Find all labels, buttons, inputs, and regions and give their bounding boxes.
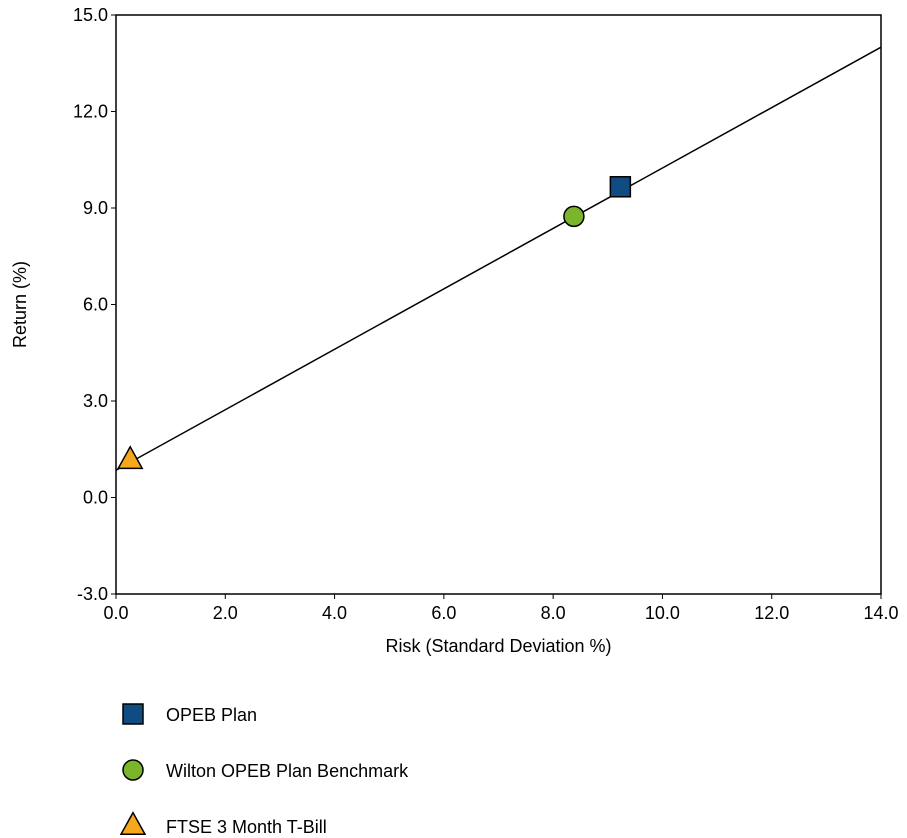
x-tick-label: 12.0	[754, 603, 789, 623]
x-tick-label: 0.0	[103, 603, 128, 623]
y-tick-labels: -3.0 0.0 3.0 6.0 9.0 12.0 15.0	[73, 5, 108, 604]
capital-market-line	[115, 46, 882, 471]
y-tick-label: 12.0	[73, 102, 108, 122]
y-tick-label: 9.0	[83, 198, 108, 218]
y-axis-title: Return (%)	[10, 261, 30, 348]
data-point-circle	[563, 205, 585, 228]
x-tick-label: 6.0	[431, 603, 456, 623]
x-tick-label: 14.0	[863, 603, 898, 623]
y-tick-label: -3.0	[77, 584, 108, 604]
data-point-triangle	[116, 445, 144, 470]
legend-marker-square	[122, 703, 144, 725]
y-tick-label: 6.0	[83, 295, 108, 315]
data-point-square	[609, 176, 632, 198]
tick-marks	[111, 14, 882, 599]
legend-label: FTSE 3 Month T-Bill	[166, 817, 327, 837]
y-tick-label: 0.0	[83, 488, 108, 508]
x-tick-labels: 0.0 2.0 4.0 6.0 8.0 10.0 12.0 14.0	[103, 603, 898, 623]
y-tick-label: 15.0	[73, 5, 108, 25]
legend-marker-circle	[122, 759, 144, 781]
x-tick-label: 2.0	[213, 603, 238, 623]
plot-layer	[115, 46, 882, 471]
x-axis-title: Risk (Standard Deviation %)	[385, 636, 611, 656]
legend-label: OPEB Plan	[166, 705, 257, 725]
y-tick-label: 3.0	[83, 391, 108, 411]
legend-label: Wilton OPEB Plan Benchmark	[166, 761, 409, 781]
x-tick-label: 8.0	[541, 603, 566, 623]
x-tick-label: 4.0	[322, 603, 347, 623]
x-tick-label: 10.0	[645, 603, 680, 623]
legend: OPEB Plan Wilton OPEB Plan Benchmark FTSE …	[119, 703, 409, 837]
legend-marker-triangle	[119, 811, 147, 835]
plot-area	[115, 14, 882, 595]
